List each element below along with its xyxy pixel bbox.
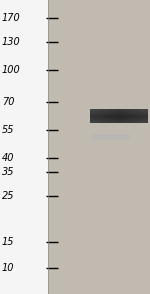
Text: 170: 170: [2, 13, 21, 23]
Text: 100: 100: [2, 65, 21, 75]
Text: 10: 10: [2, 263, 15, 273]
Text: 15: 15: [2, 237, 15, 247]
Text: 70: 70: [2, 97, 15, 107]
Bar: [48, 0, 150, 294]
Text: 40: 40: [2, 153, 15, 163]
Text: 55: 55: [2, 125, 15, 135]
Text: 35: 35: [2, 167, 15, 177]
Bar: [0, 0, 48, 294]
Text: 130: 130: [2, 37, 21, 47]
Text: 25: 25: [2, 191, 15, 201]
